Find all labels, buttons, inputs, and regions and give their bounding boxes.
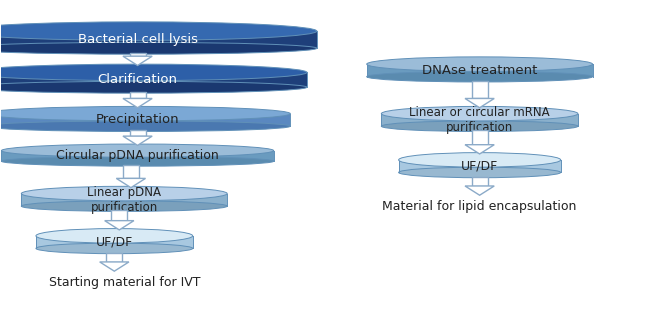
Polygon shape [129, 92, 145, 99]
Polygon shape [399, 160, 561, 172]
Ellipse shape [0, 42, 317, 54]
Polygon shape [123, 56, 152, 66]
Ellipse shape [0, 81, 307, 93]
Ellipse shape [367, 71, 592, 82]
Text: Clarification: Clarification [97, 73, 177, 86]
Text: UF/DF: UF/DF [95, 236, 133, 249]
Text: UF/DF: UF/DF [461, 160, 498, 173]
Polygon shape [465, 186, 494, 195]
Text: Circular pDNA purification: Circular pDNA purification [56, 150, 219, 163]
Polygon shape [106, 253, 122, 262]
Ellipse shape [0, 22, 317, 40]
Ellipse shape [382, 107, 578, 121]
Polygon shape [0, 114, 290, 126]
Text: DNAse treatment: DNAse treatment [422, 64, 538, 77]
Polygon shape [21, 193, 227, 206]
Polygon shape [105, 221, 134, 230]
Polygon shape [129, 130, 145, 136]
Ellipse shape [21, 201, 227, 211]
Polygon shape [123, 165, 139, 178]
Polygon shape [382, 114, 578, 126]
Ellipse shape [1, 156, 273, 166]
Text: Precipitation: Precipitation [96, 114, 179, 127]
Polygon shape [36, 236, 193, 248]
Polygon shape [472, 130, 488, 145]
Polygon shape [472, 81, 488, 99]
Polygon shape [123, 136, 152, 146]
Polygon shape [1, 151, 273, 161]
Polygon shape [99, 262, 129, 271]
Ellipse shape [1, 144, 273, 157]
Ellipse shape [0, 107, 290, 121]
Ellipse shape [367, 57, 592, 71]
Polygon shape [116, 178, 145, 187]
Text: Linear pDNA
purification: Linear pDNA purification [87, 186, 161, 214]
Polygon shape [129, 53, 145, 56]
Polygon shape [465, 99, 494, 108]
Text: Material for lipid encapsulation: Material for lipid encapsulation [382, 200, 577, 213]
Ellipse shape [36, 243, 193, 254]
Polygon shape [123, 99, 152, 108]
Text: Bacterial cell lysis: Bacterial cell lysis [77, 33, 197, 46]
Polygon shape [111, 210, 127, 221]
Polygon shape [0, 31, 317, 48]
Polygon shape [0, 72, 307, 87]
Ellipse shape [399, 167, 561, 178]
Ellipse shape [0, 121, 290, 132]
Ellipse shape [21, 186, 227, 201]
Polygon shape [367, 64, 592, 77]
Ellipse shape [36, 228, 193, 243]
Text: Linear or circular mRNA
purification: Linear or circular mRNA purification [410, 106, 550, 134]
Ellipse shape [0, 64, 307, 81]
Text: Starting material for IVT: Starting material for IVT [49, 276, 200, 289]
Ellipse shape [382, 121, 578, 132]
Polygon shape [465, 145, 494, 154]
Polygon shape [472, 177, 488, 186]
Ellipse shape [399, 153, 561, 167]
